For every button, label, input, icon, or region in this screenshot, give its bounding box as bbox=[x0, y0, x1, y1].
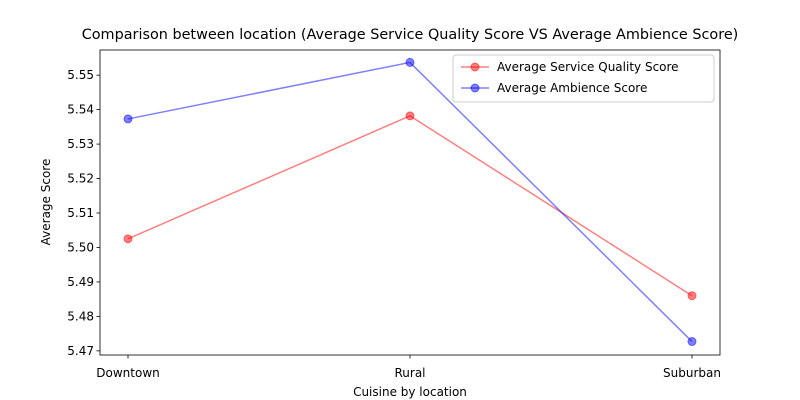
data-point bbox=[405, 57, 415, 67]
plot-area: 5.47 5.48 5.49 5.50 5.51 5.52 5.53 5.54 5.55 Down… bbox=[67, 49, 721, 380]
series-line bbox=[127, 114, 693, 297]
y-tick-label: 5.51 bbox=[67, 206, 94, 220]
legend-label: Average Service Quality Score bbox=[497, 60, 679, 74]
y-tick-label: 5.53 bbox=[67, 137, 94, 151]
y-tick-label: 5.55 bbox=[67, 68, 94, 82]
x-tick-label: Rural bbox=[394, 366, 425, 380]
x-tick-label: Suburban bbox=[663, 366, 721, 380]
x-axis-label: Cuisine by location bbox=[353, 385, 467, 399]
data-point bbox=[405, 111, 415, 121]
legend-box bbox=[452, 54, 715, 103]
data-point bbox=[687, 337, 697, 347]
data-point bbox=[687, 291, 697, 301]
data-point bbox=[123, 234, 133, 244]
legend-label: Average Ambience Score bbox=[497, 81, 647, 95]
y-tick-label: 5.48 bbox=[67, 309, 94, 323]
y-tick-label: 5.47 bbox=[67, 344, 94, 358]
x-tick-label: Downtown bbox=[96, 366, 159, 380]
y-tick-label: 5.52 bbox=[67, 172, 94, 186]
chart-title: Comparison between location (Average Ser… bbox=[82, 27, 739, 43]
y-axis-label: Average Score bbox=[39, 159, 53, 246]
legend: Average Service Quality Score Average Amb… bbox=[452, 54, 715, 103]
y-tick-label: 5.49 bbox=[67, 275, 94, 289]
legend-marker bbox=[470, 83, 480, 93]
y-tick-label: 5.54 bbox=[67, 103, 94, 117]
y-tick-label: 5.50 bbox=[67, 240, 94, 254]
data-point bbox=[123, 114, 133, 124]
legend-marker bbox=[470, 62, 480, 72]
